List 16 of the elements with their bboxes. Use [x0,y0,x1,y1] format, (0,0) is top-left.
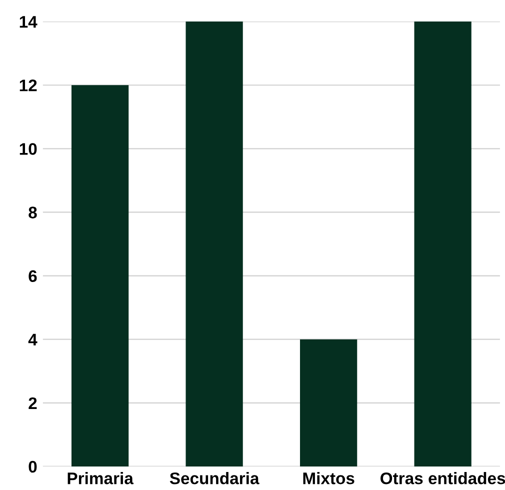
y-tick-label: 12 [20,80,37,92]
x-tick-label: Secundaria [170,472,260,484]
y-tick-label: 0 [28,460,37,473]
y-tick-label: 10 [20,143,37,155]
x-tick-label: Mixtos [303,472,354,484]
y-tick-label: 4 [28,334,38,346]
bar [71,85,129,466]
y-tick-label: 6 [28,270,37,282]
y-tick-label: 8 [28,206,37,218]
bar [300,339,358,466]
y-tick-label: 14 [20,16,38,28]
bar [186,22,243,466]
bar [414,22,472,466]
x-tick-label: Primaria [68,472,134,484]
x-tick-label: Otras entidades [380,472,505,484]
y-tick-label: 2 [28,397,37,409]
